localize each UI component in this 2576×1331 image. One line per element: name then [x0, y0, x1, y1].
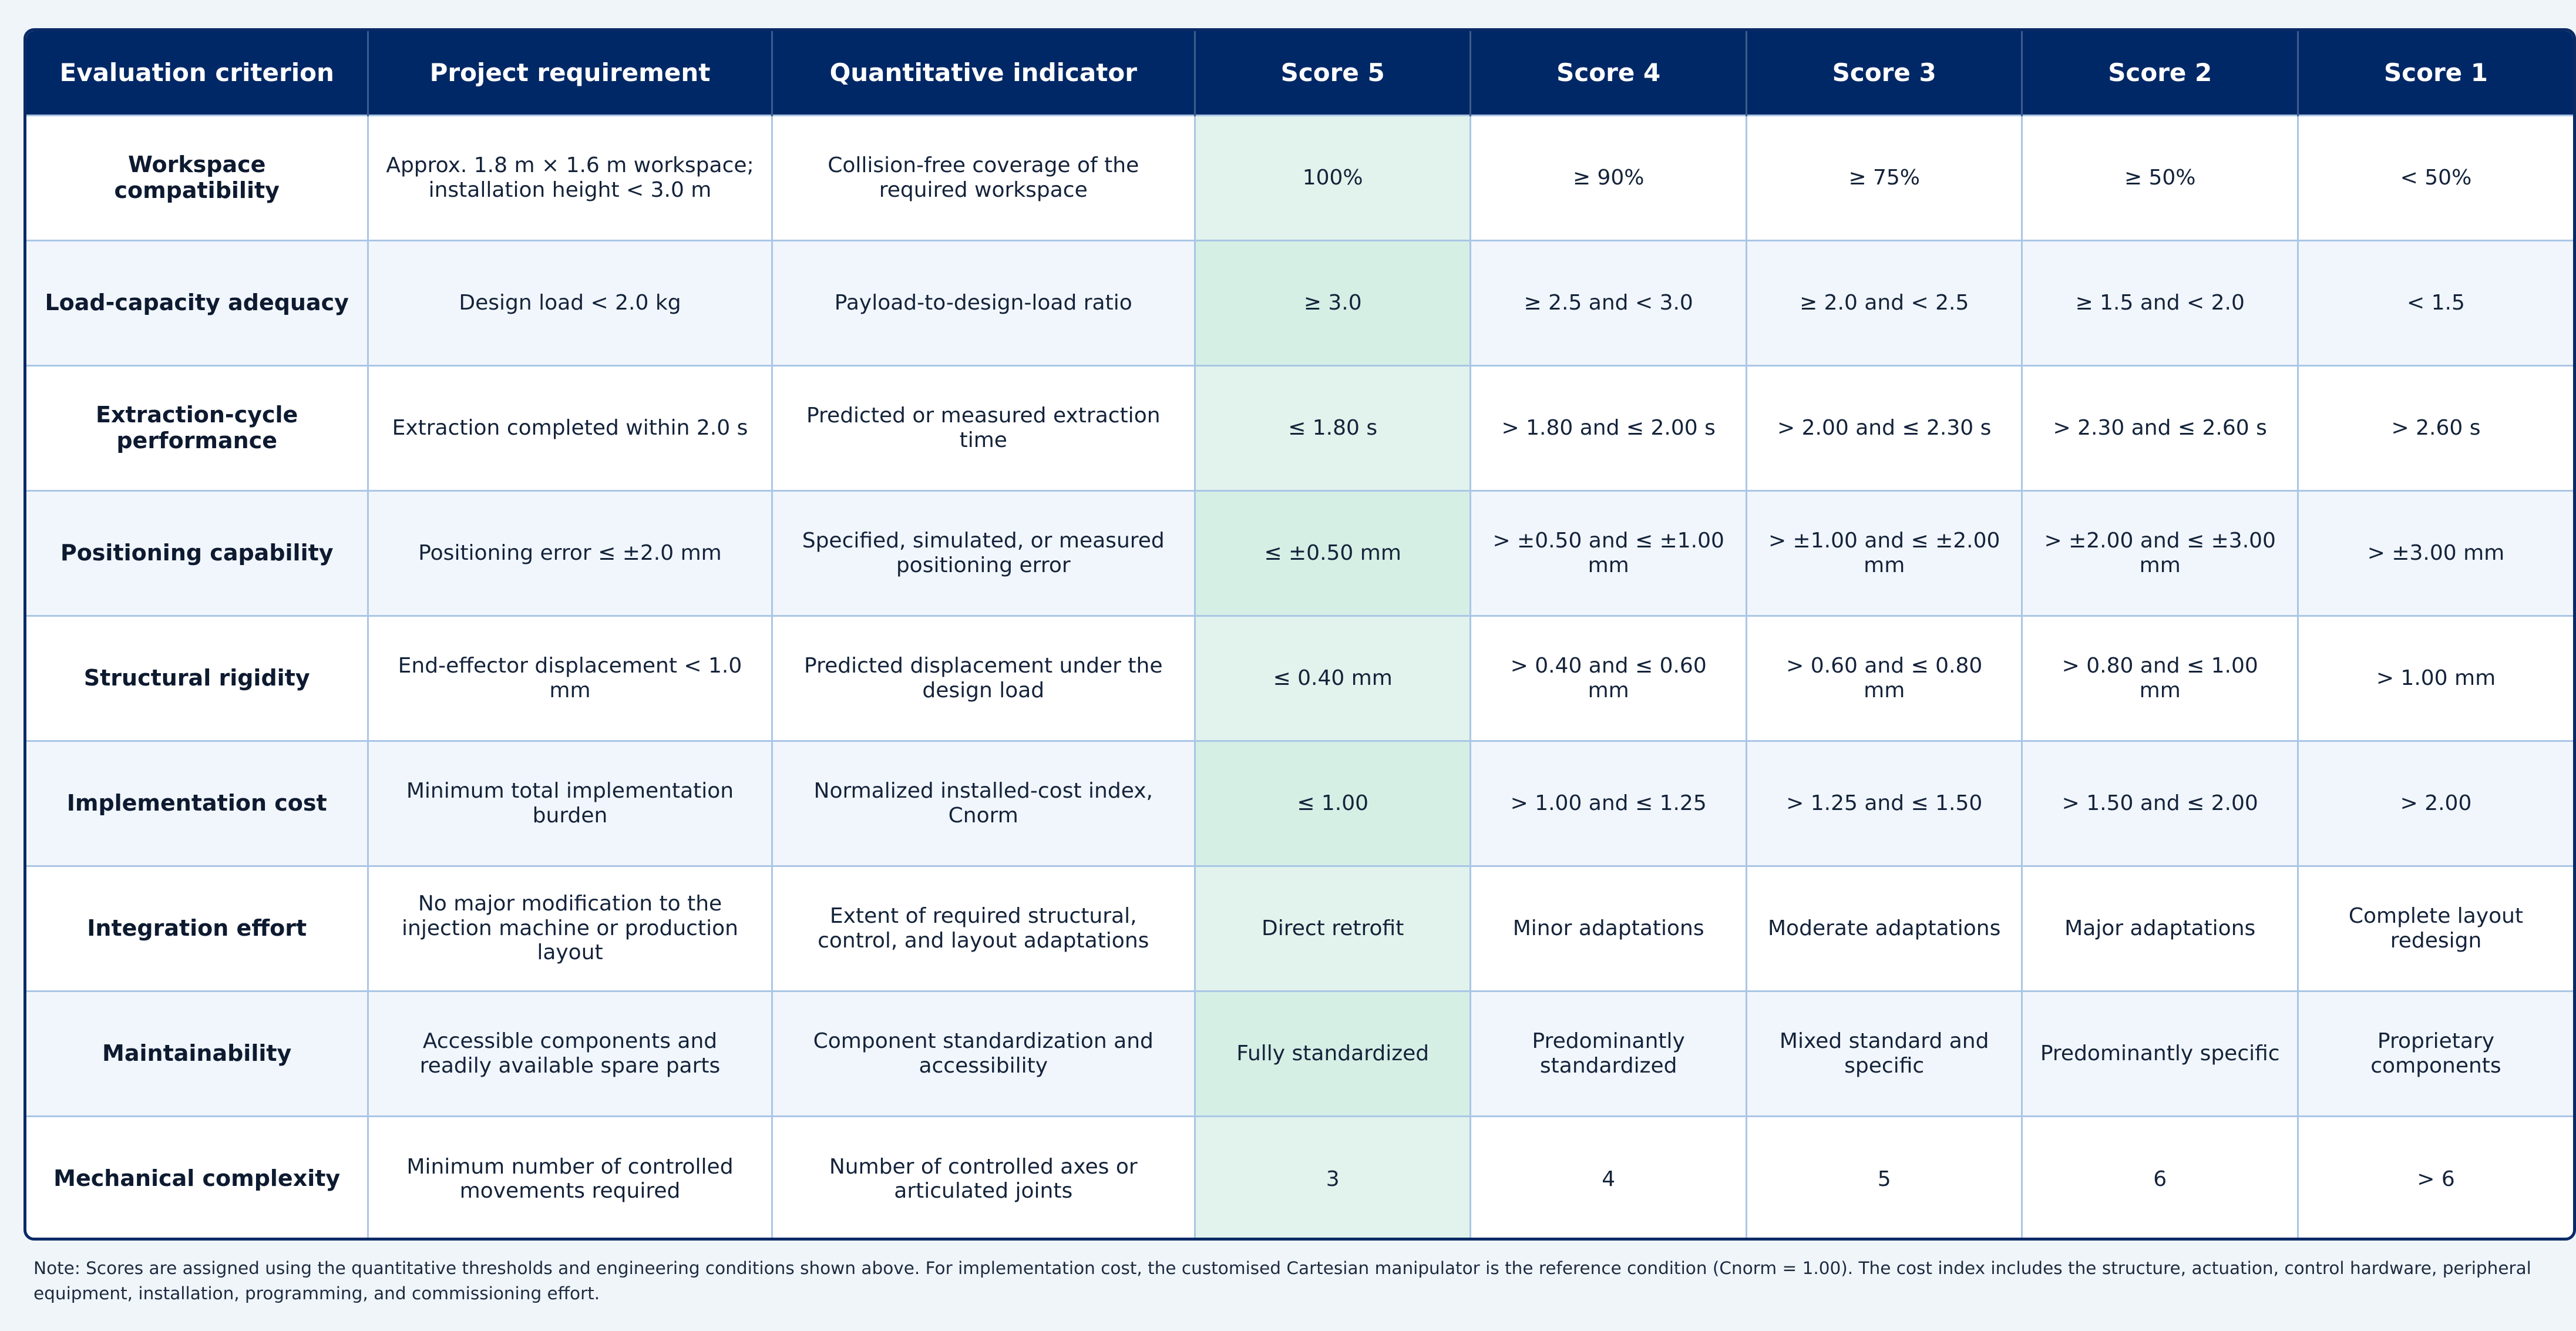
score-1-cell: > 2.60 s	[2298, 364, 2573, 490]
score-4-cell: > 0.40 and ≤ 0.60 mm	[1470, 614, 1747, 741]
score-3-cell: ≥ 2.0 and < 2.5	[1746, 239, 2023, 365]
header-score-2: Score 2	[2022, 31, 2299, 115]
score-4-cell: > 1.80 and ≤ 2.00 s	[1470, 364, 1747, 490]
score-5-cell: ≤ ±0.50 mm	[1195, 489, 1472, 616]
header-evaluation-criterion: Evaluation criterion	[26, 31, 369, 115]
score-2-cell: Major adaptations	[2022, 865, 2299, 991]
criterion-cell: Extraction-cycle performance	[26, 364, 369, 490]
score-1-cell: Proprietary components	[2298, 990, 2573, 1116]
score-4-cell: > ±0.50 and ≤ ±1.00 mm	[1470, 489, 1747, 616]
requirement-cell: Extraction completed within 2.0 s	[368, 364, 773, 490]
score-5-cell: 100%	[1195, 114, 1472, 240]
score-2-cell: > 1.50 and ≤ 2.00	[2022, 740, 2299, 866]
indicator-cell: Collision-free coverage of the required …	[772, 114, 1196, 240]
score-4-cell: 4	[1470, 1115, 1747, 1238]
score-1-cell: > ±3.00 mm	[2298, 489, 2573, 616]
requirement-cell: End-effector displacement < 1.0 mm	[368, 614, 773, 741]
indicator-cell: Payload-to-design-load ratio	[772, 239, 1196, 365]
header-score-3: Score 3	[1746, 31, 2023, 115]
score-1-cell: > 2.00	[2298, 740, 2573, 866]
score-2-cell: 6	[2022, 1115, 2299, 1238]
table-row: Integration effort No major modification…	[26, 865, 2573, 991]
indicator-cell: Number of controlled axes or articulated…	[772, 1115, 1196, 1238]
score-1-cell: Complete layout redesign	[2298, 865, 2573, 991]
table-row: Positioning capability Positioning error…	[26, 489, 2573, 616]
score-3-cell: > 1.25 and ≤ 1.50	[1746, 740, 2023, 866]
header-project-requirement: Project requirement	[368, 31, 773, 115]
criterion-cell: Positioning capability	[26, 489, 369, 616]
score-5-cell: ≤ 1.00	[1195, 740, 1472, 866]
indicator-cell: Component standardization and accessibil…	[772, 990, 1196, 1116]
score-3-cell: Mixed standard and specific	[1746, 990, 2023, 1116]
table-row: Load-capacity adequacy Design load < 2.0…	[26, 239, 2573, 365]
criterion-cell: Integration effort	[26, 865, 369, 991]
score-3-cell: > 0.60 and ≤ 0.80 mm	[1746, 614, 2023, 741]
score-4-cell: Predominantly standardized	[1470, 990, 1747, 1116]
requirement-cell: Accessible components and readily availa…	[368, 990, 773, 1116]
criterion-cell: Mechanical complexity	[26, 1115, 369, 1238]
table-row: Extraction-cycle performance Extraction …	[26, 364, 2573, 490]
score-2-cell: ≥ 1.5 and < 2.0	[2022, 239, 2299, 365]
indicator-cell: Predicted displacement under the design …	[772, 614, 1196, 741]
score-5-cell: Fully standardized	[1195, 990, 1472, 1116]
header-score-4: Score 4	[1470, 31, 1747, 115]
indicator-cell: Normalized installed-cost index, Cnorm	[772, 740, 1196, 866]
table-header-row: Evaluation criterion Project requirement…	[26, 31, 2573, 115]
table-row: Structural rigidity End-effector displac…	[26, 614, 2573, 741]
score-3-cell: ≥ 75%	[1746, 114, 2023, 240]
criterion-cell: Load-capacity adequacy	[26, 239, 369, 365]
score-3-cell: 5	[1746, 1115, 2023, 1238]
table-footnote: Note: Scores are assigned using the quan…	[33, 1258, 2531, 1303]
indicator-cell: Specified, simulated, or measured positi…	[772, 489, 1196, 616]
table-row: Maintainability Accessible components an…	[26, 990, 2573, 1116]
header-quantitative-indicator: Quantitative indicator	[772, 31, 1196, 115]
header-score-5: Score 5	[1195, 31, 1472, 115]
requirement-cell: Design load < 2.0 kg	[368, 239, 773, 365]
table-row: Workspace compatibility Approx. 1.8 m × …	[26, 114, 2573, 240]
score-1-cell: > 1.00 mm	[2298, 614, 2573, 741]
score-5-cell: ≥ 3.0	[1195, 239, 1472, 365]
score-2-cell: Predominantly specific	[2022, 990, 2299, 1116]
score-4-cell: ≥ 2.5 and < 3.0	[1470, 239, 1747, 365]
score-3-cell: > 2.00 and ≤ 2.30 s	[1746, 364, 2023, 490]
score-3-cell: > ±1.00 and ≤ ±2.00 mm	[1746, 489, 2023, 616]
requirement-cell: Minimum total implementation burden	[368, 740, 773, 866]
score-2-cell: ≥ 50%	[2022, 114, 2299, 240]
criterion-cell: Maintainability	[26, 990, 369, 1116]
score-2-cell: > ±2.00 and ≤ ±3.00 mm	[2022, 489, 2299, 616]
score-1-cell: < 1.5	[2298, 239, 2573, 365]
indicator-cell: Extent of required structural, control, …	[772, 865, 1196, 991]
score-4-cell: > 1.00 and ≤ 1.25	[1470, 740, 1747, 866]
score-5-cell: 3	[1195, 1115, 1472, 1238]
requirement-cell: Approx. 1.8 m × 1.6 m workspace; install…	[368, 114, 773, 240]
requirement-cell: Minimum number of controlled movements r…	[368, 1115, 773, 1238]
score-2-cell: > 2.30 and ≤ 2.60 s	[2022, 364, 2299, 490]
table-row: Mechanical complexity Minimum number of …	[26, 1115, 2573, 1238]
header-score-1: Score 1	[2298, 31, 2573, 115]
score-4-cell: ≥ 90%	[1470, 114, 1747, 240]
criterion-cell: Implementation cost	[26, 740, 369, 866]
table-row: Implementation cost Minimum total implem…	[26, 740, 2573, 866]
evaluation-table: Evaluation criterion Project requirement…	[23, 28, 2576, 1241]
score-1-cell: > 6	[2298, 1115, 2573, 1238]
score-1-cell: < 50%	[2298, 114, 2573, 240]
score-5-cell: Direct retrofit	[1195, 865, 1472, 991]
score-4-cell: Minor adaptations	[1470, 865, 1747, 991]
requirement-cell: Positioning error ≤ ±2.0 mm	[368, 489, 773, 616]
indicator-cell: Predicted or measured extraction time	[772, 364, 1196, 490]
score-5-cell: ≤ 0.40 mm	[1195, 614, 1472, 741]
scoring-table: Evaluation criterion Project requirement…	[26, 31, 2573, 1238]
score-2-cell: > 0.80 and ≤ 1.00 mm	[2022, 614, 2299, 741]
criterion-cell: Workspace compatibility	[26, 114, 369, 240]
criterion-cell: Structural rigidity	[26, 614, 369, 741]
requirement-cell: No major modification to the injection m…	[368, 865, 773, 991]
score-5-cell: ≤ 1.80 s	[1195, 364, 1472, 490]
score-3-cell: Moderate adaptations	[1746, 865, 2023, 991]
